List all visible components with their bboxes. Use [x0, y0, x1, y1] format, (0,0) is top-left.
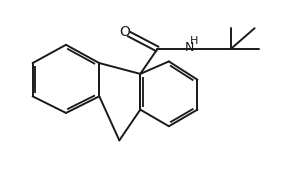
Text: N: N — [185, 41, 194, 54]
Text: H: H — [190, 36, 199, 46]
Text: O: O — [119, 25, 130, 39]
